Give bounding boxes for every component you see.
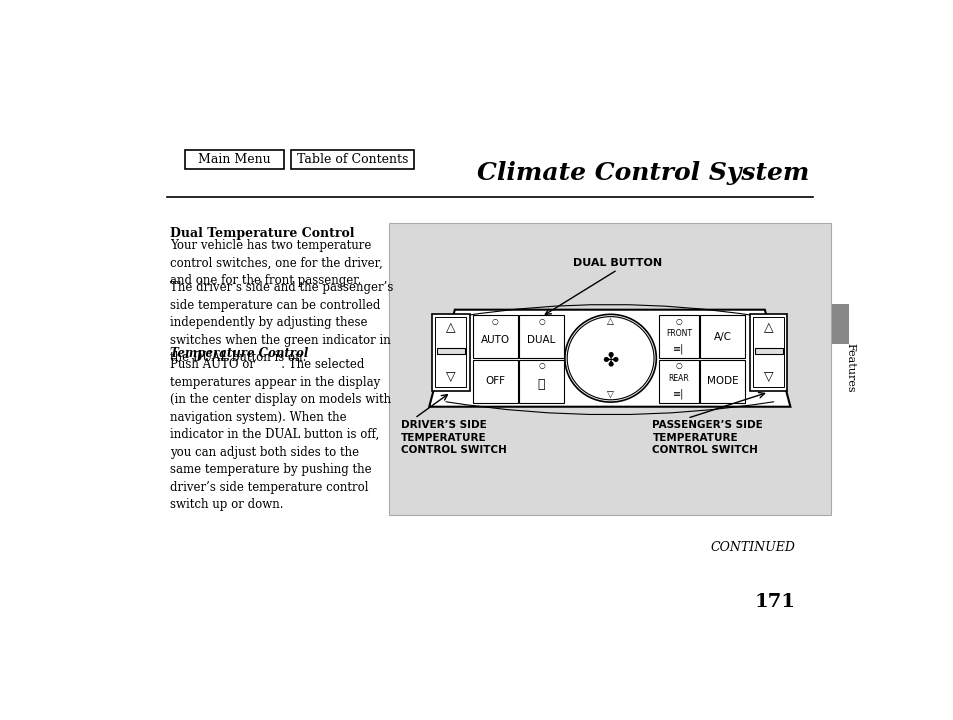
Text: Features: Features bbox=[845, 343, 855, 392]
Text: ○: ○ bbox=[537, 317, 544, 325]
Text: Push AUTO or       . The selected
temperatures appear in the display
(in the cen: Push AUTO or . The selected temperatures… bbox=[170, 359, 391, 511]
Text: △: △ bbox=[606, 317, 614, 325]
Bar bbox=[658, 360, 699, 403]
Text: A/C: A/C bbox=[713, 332, 731, 342]
Text: 🚙: 🚙 bbox=[537, 378, 545, 391]
Ellipse shape bbox=[567, 317, 654, 400]
Bar bbox=[291, 150, 414, 168]
Text: ○: ○ bbox=[675, 317, 681, 325]
Text: ○: ○ bbox=[675, 361, 681, 370]
Bar bbox=[831, 305, 848, 344]
Text: ≡|: ≡| bbox=[673, 388, 683, 399]
Bar bbox=[435, 317, 466, 387]
Text: DUAL: DUAL bbox=[527, 335, 556, 345]
Text: ✤: ✤ bbox=[601, 350, 618, 369]
Text: Temperature Control: Temperature Control bbox=[170, 346, 308, 360]
Text: PASSENGER’S SIDE
TEMPERATURE
CONTROL SWITCH: PASSENGER’S SIDE TEMPERATURE CONTROL SWI… bbox=[652, 420, 762, 456]
Text: ▽: ▽ bbox=[446, 370, 456, 383]
Bar bbox=[518, 360, 563, 403]
Bar bbox=[185, 150, 284, 168]
Text: ○: ○ bbox=[537, 361, 544, 370]
Bar bbox=[754, 348, 781, 354]
Bar bbox=[749, 313, 786, 390]
Bar bbox=[753, 317, 783, 387]
Text: REAR: REAR bbox=[668, 374, 688, 383]
Bar bbox=[518, 315, 563, 359]
Text: ○: ○ bbox=[492, 317, 497, 325]
Text: Table of Contents: Table of Contents bbox=[296, 153, 408, 166]
Text: Main Menu: Main Menu bbox=[198, 153, 271, 166]
Text: OFF: OFF bbox=[485, 377, 504, 387]
Bar bbox=[472, 360, 517, 403]
Text: △: △ bbox=[446, 321, 456, 334]
Text: MODE: MODE bbox=[706, 377, 738, 387]
Bar bbox=[658, 315, 699, 359]
Polygon shape bbox=[429, 310, 790, 407]
Bar bbox=[472, 315, 517, 359]
Text: Dual Temperature Control: Dual Temperature Control bbox=[170, 227, 354, 240]
Bar bbox=[700, 315, 744, 359]
Ellipse shape bbox=[564, 315, 656, 402]
Text: 171: 171 bbox=[754, 593, 795, 611]
Text: FRONT: FRONT bbox=[665, 329, 691, 338]
Text: Climate Control System: Climate Control System bbox=[476, 161, 808, 185]
Text: △: △ bbox=[763, 321, 773, 334]
Text: DUAL BUTTON: DUAL BUTTON bbox=[573, 258, 661, 269]
Text: The driver’s side and the passenger’s
side temperature can be controlled
indepen: The driver’s side and the passenger’s si… bbox=[170, 282, 393, 364]
Bar bbox=[432, 313, 469, 390]
Text: ▽: ▽ bbox=[606, 391, 614, 400]
Text: ≡|: ≡| bbox=[673, 343, 683, 354]
Text: ▽: ▽ bbox=[763, 370, 773, 383]
Bar bbox=[700, 360, 744, 403]
Text: AUTO: AUTO bbox=[480, 335, 509, 345]
Bar bbox=[389, 223, 830, 515]
Text: DRIVER’S SIDE
TEMPERATURE
CONTROL SWITCH: DRIVER’S SIDE TEMPERATURE CONTROL SWITCH bbox=[400, 420, 506, 456]
Text: CONTINUED: CONTINUED bbox=[710, 541, 795, 554]
Text: Your vehicle has two temperature
control switches, one for the driver,
and one f: Your vehicle has two temperature control… bbox=[170, 239, 382, 287]
Bar bbox=[436, 348, 464, 354]
